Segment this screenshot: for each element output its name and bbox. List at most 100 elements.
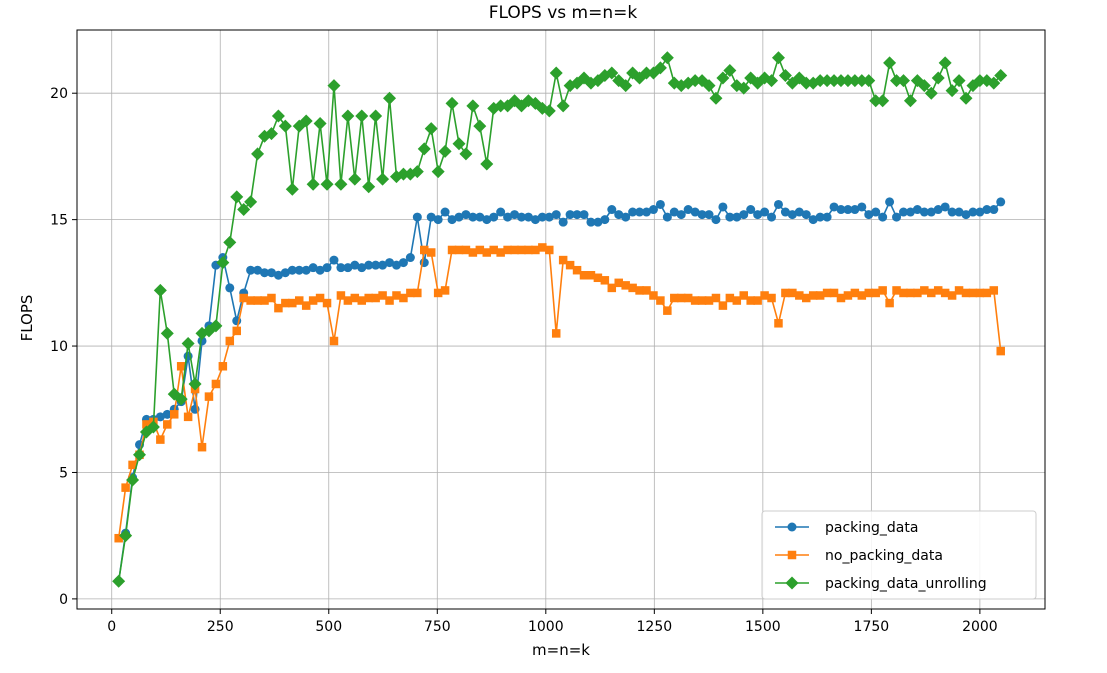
data-point	[327, 79, 341, 93]
data-point	[822, 288, 832, 298]
data-point	[794, 207, 804, 217]
data-point	[482, 215, 492, 225]
data-point	[392, 291, 401, 300]
data-point	[461, 210, 471, 220]
data-point	[440, 286, 450, 295]
data-point	[336, 291, 346, 300]
data-point	[322, 263, 332, 273]
data-point	[183, 412, 193, 422]
data-point	[260, 268, 270, 278]
data-point	[417, 142, 431, 156]
data-point	[653, 61, 667, 75]
data-point	[871, 207, 881, 217]
data-point	[850, 288, 860, 298]
x-tick-label: 2000	[962, 619, 998, 635]
data-point	[218, 362, 228, 371]
data-point	[579, 210, 589, 220]
data-point	[746, 205, 756, 215]
data-point	[128, 460, 137, 470]
data-point	[885, 298, 894, 308]
y-axis-ticks: 0 5 10 15 20	[50, 86, 77, 608]
data-point	[947, 207, 957, 217]
x-tick-label: 0	[107, 619, 116, 635]
data-point	[572, 210, 582, 220]
data-point	[468, 212, 478, 222]
data-point	[142, 420, 151, 429]
data-point	[642, 207, 652, 217]
data-point	[412, 212, 422, 222]
legend-marker	[787, 522, 797, 532]
data-point	[862, 74, 876, 88]
data-point	[683, 293, 693, 303]
data-point	[619, 79, 633, 93]
data-point	[767, 293, 776, 303]
data-point	[813, 74, 827, 88]
data-point	[565, 260, 575, 270]
data-point	[669, 207, 679, 217]
data-point	[635, 286, 644, 295]
data-point	[558, 255, 568, 265]
data-point	[264, 127, 278, 141]
data-point	[614, 210, 624, 220]
data-point	[621, 212, 631, 222]
data-point	[503, 212, 513, 222]
data-point	[391, 260, 401, 270]
x-tick-label: 1250	[637, 619, 673, 635]
data-point	[593, 273, 603, 283]
y-tick-label: 15	[50, 213, 68, 229]
data-point	[795, 291, 804, 300]
data-point	[410, 165, 424, 179]
legend-marker	[787, 550, 797, 560]
legend-item: packing_data	[775, 520, 918, 536]
data-point	[489, 212, 499, 222]
data-point	[287, 265, 297, 275]
data-point	[273, 270, 283, 280]
data-point	[355, 109, 369, 123]
data-point	[280, 268, 290, 278]
data-point	[524, 245, 533, 255]
data-point	[975, 288, 985, 298]
data-point	[549, 66, 563, 80]
data-point	[906, 288, 915, 298]
x-tick-label: 500	[315, 619, 342, 635]
data-point	[917, 79, 931, 93]
data-point	[329, 336, 339, 346]
data-point	[656, 296, 665, 305]
data-point	[225, 283, 235, 293]
data-point	[945, 84, 959, 98]
data-point	[329, 255, 339, 265]
data-point	[160, 326, 174, 340]
data-point	[426, 212, 436, 222]
data-point	[773, 199, 783, 209]
data-point	[905, 207, 915, 217]
data-point	[364, 260, 374, 270]
series-line	[117, 56, 1002, 582]
data-point	[926, 207, 936, 217]
x-tick-label: 750	[424, 619, 451, 635]
data-point	[320, 177, 334, 191]
chart-title: FLOPS vs m=n=k	[489, 3, 638, 23]
data-point	[898, 207, 908, 217]
data-point	[399, 293, 408, 303]
data-point	[607, 283, 617, 293]
y-tick-label: 5	[59, 465, 68, 481]
y-tick-label: 20	[50, 86, 68, 102]
data-point	[968, 288, 978, 298]
data-point	[466, 99, 480, 113]
data-point	[454, 212, 464, 222]
data-point	[732, 212, 742, 222]
data-point	[232, 326, 241, 336]
data-point	[878, 286, 887, 295]
data-point	[676, 210, 686, 220]
data-point	[725, 293, 735, 303]
data-point	[834, 74, 848, 88]
data-point	[739, 210, 749, 220]
data-point	[878, 212, 888, 222]
data-point	[947, 291, 957, 300]
data-point	[648, 205, 658, 215]
data-point	[188, 377, 202, 391]
data-point	[285, 182, 299, 196]
data-point	[239, 293, 248, 303]
data-point	[496, 207, 506, 217]
data-point	[954, 207, 964, 217]
